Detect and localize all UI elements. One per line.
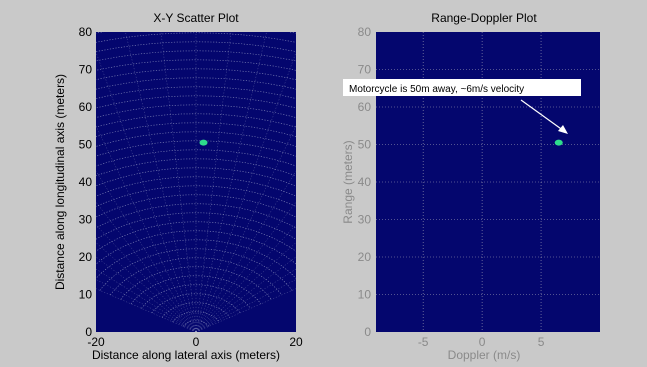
chart-title: X-Y Scatter Plot bbox=[153, 11, 239, 25]
y-tick-label: 80 bbox=[358, 25, 372, 39]
y-tick-label: 70 bbox=[79, 63, 93, 77]
polar-grid bbox=[96, 32, 296, 332]
y-tick-label: 70 bbox=[358, 63, 372, 77]
range-arc bbox=[96, 230, 296, 265]
y-tick-label: 80 bbox=[79, 25, 93, 39]
y-axis-label: Range (meters) bbox=[341, 140, 355, 223]
arrow-head bbox=[558, 125, 568, 134]
y-axis-label: Distance along longitudinal axis (meters… bbox=[53, 74, 67, 290]
y-tick-label: 10 bbox=[79, 288, 93, 302]
angle-ray bbox=[96, 288, 197, 332]
angle-ray bbox=[195, 125, 296, 332]
y-tick-label: 20 bbox=[79, 250, 93, 264]
x-tick-label: -5 bbox=[418, 335, 429, 349]
range-arc bbox=[96, 32, 296, 43]
range-arc bbox=[96, 176, 296, 197]
angle-ray bbox=[96, 170, 197, 332]
range-arc bbox=[96, 122, 296, 137]
x-tick-label: 20 bbox=[289, 335, 303, 349]
angle-ray bbox=[96, 268, 197, 332]
annotation-text: Motorcycle is 50m away, ~6m/s velocity bbox=[349, 84, 524, 95]
x-tick-label: 5 bbox=[538, 335, 545, 349]
range-arc bbox=[110, 257, 282, 296]
data-point bbox=[554, 139, 563, 146]
y-tick-label: 40 bbox=[358, 175, 372, 189]
y-tick-label: 20 bbox=[358, 250, 372, 264]
range-arc bbox=[172, 311, 220, 323]
range-arc bbox=[96, 68, 296, 81]
angle-ray bbox=[96, 51, 197, 332]
range-arc bbox=[151, 293, 241, 314]
range-arc bbox=[96, 77, 296, 90]
data-point bbox=[199, 139, 208, 146]
angle-ray bbox=[195, 224, 296, 332]
chart-title: Range-Doppler Plot bbox=[431, 11, 537, 25]
x-axis-label: Doppler (m/s) bbox=[448, 348, 521, 362]
y-tick-label: 10 bbox=[358, 288, 372, 302]
y-tick-label: 60 bbox=[79, 100, 93, 114]
range-arc bbox=[96, 131, 296, 147]
x-tick-label: -20 bbox=[87, 335, 105, 349]
y-tick-label: 0 bbox=[364, 325, 371, 339]
angle-ray bbox=[195, 288, 296, 332]
y-tick-label: 40 bbox=[79, 175, 93, 189]
angle-ray bbox=[195, 268, 296, 332]
range-arc bbox=[96, 212, 296, 240]
angle-ray bbox=[195, 170, 296, 332]
y-tick-label: 50 bbox=[79, 138, 93, 152]
angle-ray bbox=[195, 51, 296, 332]
angle-ray bbox=[195, 32, 267, 332]
range-arc bbox=[96, 113, 296, 128]
range-arc bbox=[130, 275, 262, 305]
grid bbox=[376, 32, 600, 332]
angle-ray bbox=[96, 224, 197, 332]
annotation-arrow bbox=[520, 99, 565, 132]
x-tick-label: 0 bbox=[193, 335, 200, 349]
y-tick-label: 30 bbox=[79, 213, 93, 227]
x-axis-label: Distance along lateral axis (meters) bbox=[92, 348, 280, 362]
y-tick-label: 30 bbox=[358, 213, 372, 227]
range-arc bbox=[96, 167, 296, 187]
range-arc bbox=[96, 221, 296, 252]
angle-ray bbox=[96, 125, 197, 332]
range-arc bbox=[182, 320, 210, 327]
y-tick-label: 50 bbox=[358, 138, 372, 152]
angle-ray bbox=[125, 32, 197, 332]
x-tick-label: 0 bbox=[479, 335, 486, 349]
y-tick-label: 60 bbox=[358, 100, 372, 114]
annotation-box bbox=[343, 79, 581, 96]
annotation: Motorcycle is 50m away, ~6m/s velocity bbox=[343, 79, 581, 134]
range-doppler-chart: Range-Doppler Plot 0 10 20 30 40 50 60 70 80 -5 0… bbox=[341, 11, 600, 362]
y-tick-label: 0 bbox=[85, 325, 92, 339]
